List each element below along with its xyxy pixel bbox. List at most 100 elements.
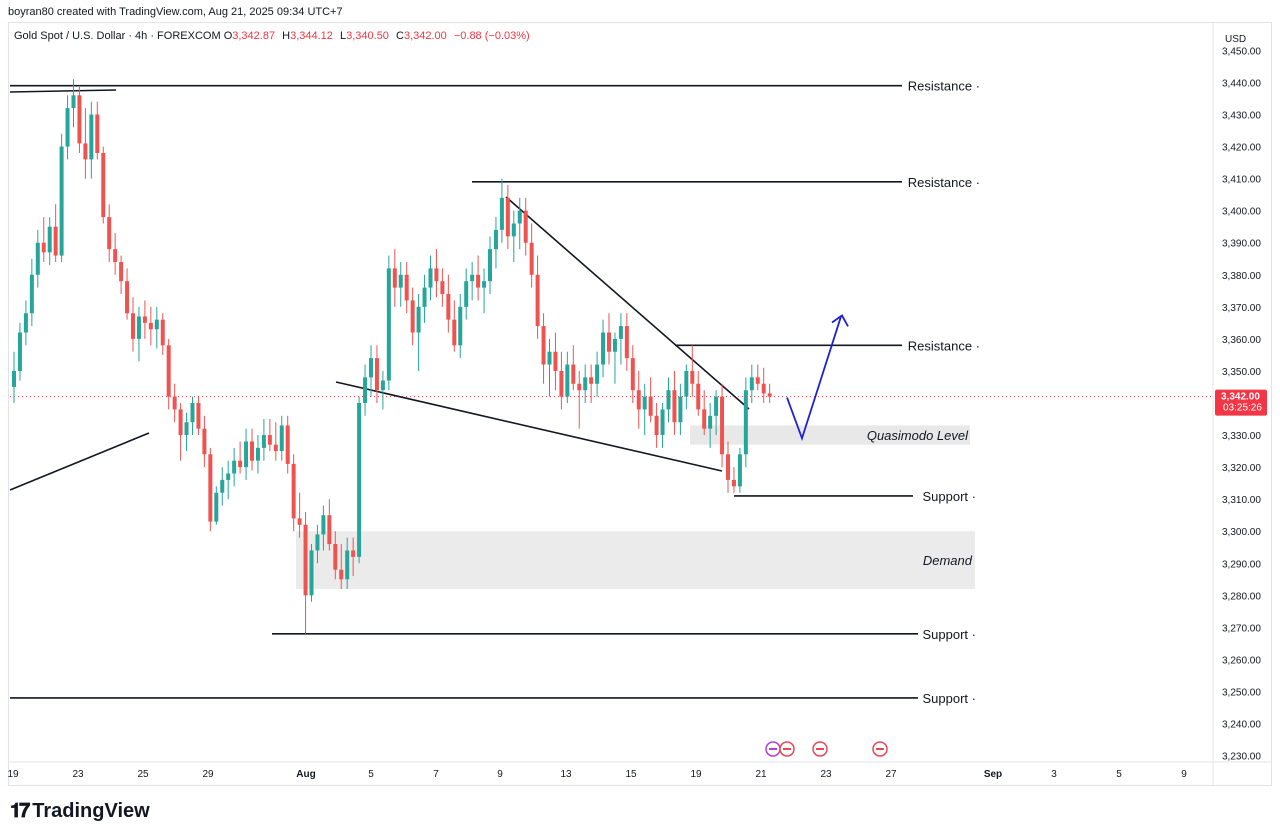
candle-body xyxy=(660,409,665,436)
candle-body xyxy=(755,377,760,384)
candle-body xyxy=(339,569,344,580)
candle-body xyxy=(261,435,266,448)
candle-body xyxy=(89,114,94,160)
candle-body xyxy=(244,441,249,468)
candle-body xyxy=(65,108,70,147)
candle-body xyxy=(410,300,415,333)
candle-body xyxy=(291,463,296,519)
high-value: 3,344.12 xyxy=(290,30,333,42)
time-axis[interactable]: 19 23 25 29 Aug 5 7 9 13 15 19 21 23 27 Sep 3 5 9 xyxy=(7,761,1272,780)
candle-body xyxy=(690,370,695,384)
candle-body xyxy=(202,428,207,455)
price-tick-label: 3,440.00 xyxy=(1222,78,1261,89)
candle-body xyxy=(428,268,433,288)
candle-body xyxy=(708,415,713,429)
quasimodo-zone xyxy=(690,425,970,445)
close-label: C xyxy=(396,30,404,42)
candle-body xyxy=(166,345,171,397)
tradingview-mark-icon: 𝟏𝟕 xyxy=(10,800,30,822)
candle-body xyxy=(583,377,588,391)
candle-body xyxy=(731,479,736,487)
countdown-label: 03:25:26 xyxy=(1223,403,1262,414)
candle-body xyxy=(737,454,742,487)
price-tick-label: 3,260.00 xyxy=(1222,655,1261,666)
time-tick-label: 29 xyxy=(202,769,214,780)
candle-body xyxy=(493,229,498,250)
candle-body xyxy=(565,364,570,397)
candle-body xyxy=(154,319,159,330)
price-tick-label: 3,420.00 xyxy=(1222,143,1261,154)
time-tick-label: 23 xyxy=(820,769,832,780)
candle-body xyxy=(743,390,748,455)
price-tick-label: 3,250.00 xyxy=(1222,687,1261,698)
time-tick-label: 19 xyxy=(7,769,19,780)
drawing-lines-layer xyxy=(9,84,1212,699)
candle-body xyxy=(148,322,153,330)
candle-body xyxy=(618,326,623,339)
rising-trendline xyxy=(9,432,150,491)
candle-body xyxy=(226,473,231,480)
symbol-title[interactable]: Gold Spot / U.S. Dollar · 4h · FOREXCOM xyxy=(14,30,221,42)
wedge-lower-line xyxy=(335,381,723,472)
candle-body xyxy=(35,242,40,275)
candle-body xyxy=(321,515,326,535)
candle-body xyxy=(142,316,147,323)
price-tick-label: 3,350.00 xyxy=(1222,367,1261,378)
candle-body xyxy=(601,332,606,365)
price-tick-label: 3,330.00 xyxy=(1222,431,1261,442)
candle-body xyxy=(511,223,516,237)
candles-layer xyxy=(12,79,772,634)
price-tick-label: 3,390.00 xyxy=(1222,239,1261,250)
candle-body xyxy=(577,383,582,391)
candle-body xyxy=(208,454,213,522)
candle-body xyxy=(648,396,653,416)
zones-layer xyxy=(296,425,975,589)
candle-body xyxy=(702,409,707,429)
time-tick-label: 27 xyxy=(885,769,897,780)
candle-body xyxy=(696,383,701,410)
tradingview-logo[interactable]: 𝟏𝟕 TradingView xyxy=(10,800,150,823)
candle-body xyxy=(136,316,141,339)
candle-body xyxy=(327,515,332,545)
candle-body xyxy=(47,226,52,253)
candle-body xyxy=(612,338,617,352)
price-tick-label: 3,280.00 xyxy=(1222,591,1261,602)
price-tick-label: 3,360.00 xyxy=(1222,335,1261,346)
candle-body xyxy=(654,415,659,436)
candle-body xyxy=(374,358,379,391)
candle-body xyxy=(517,210,522,224)
candle-body xyxy=(541,326,546,365)
candle-body xyxy=(255,447,260,461)
candle-body xyxy=(12,370,16,387)
candle-body xyxy=(279,425,284,452)
candle-body xyxy=(238,460,243,468)
candle-body xyxy=(607,332,611,352)
candle-body xyxy=(767,393,772,397)
price-tick-label: 3,400.00 xyxy=(1222,207,1261,218)
currency-label: USD xyxy=(1225,34,1246,45)
candle-body xyxy=(499,197,504,230)
candle-body xyxy=(476,274,481,288)
close-value: 3,342.00 xyxy=(403,30,447,42)
candle-body xyxy=(196,403,201,429)
candle-body xyxy=(59,146,64,256)
candle-body xyxy=(345,550,350,580)
candle-body xyxy=(172,396,177,410)
price-axis[interactable]: USD 3,450.00 3,440.00 3,430.00 3,420.00 3,41… xyxy=(1212,23,1267,786)
candle-body xyxy=(220,479,225,493)
candle-body xyxy=(684,370,689,397)
current-price-badge xyxy=(1215,389,1267,416)
open-label: O xyxy=(223,30,233,42)
candle-body xyxy=(29,274,34,314)
time-tick-label: Aug xyxy=(296,769,315,780)
candle-body xyxy=(452,319,457,346)
resistance-label: Resistance · xyxy=(908,338,980,353)
candle-body xyxy=(178,409,183,436)
candle-body xyxy=(380,380,385,391)
candle-body xyxy=(285,425,290,464)
candle-body xyxy=(535,274,540,327)
candle-body xyxy=(553,351,558,371)
candle-body xyxy=(101,152,106,218)
support-label: Support · xyxy=(923,691,976,706)
